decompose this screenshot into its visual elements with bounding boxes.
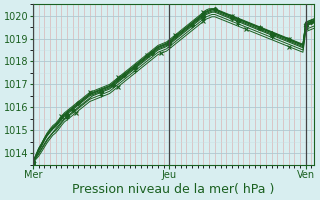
- X-axis label: Pression niveau de la mer( hPa ): Pression niveau de la mer( hPa ): [72, 183, 275, 196]
